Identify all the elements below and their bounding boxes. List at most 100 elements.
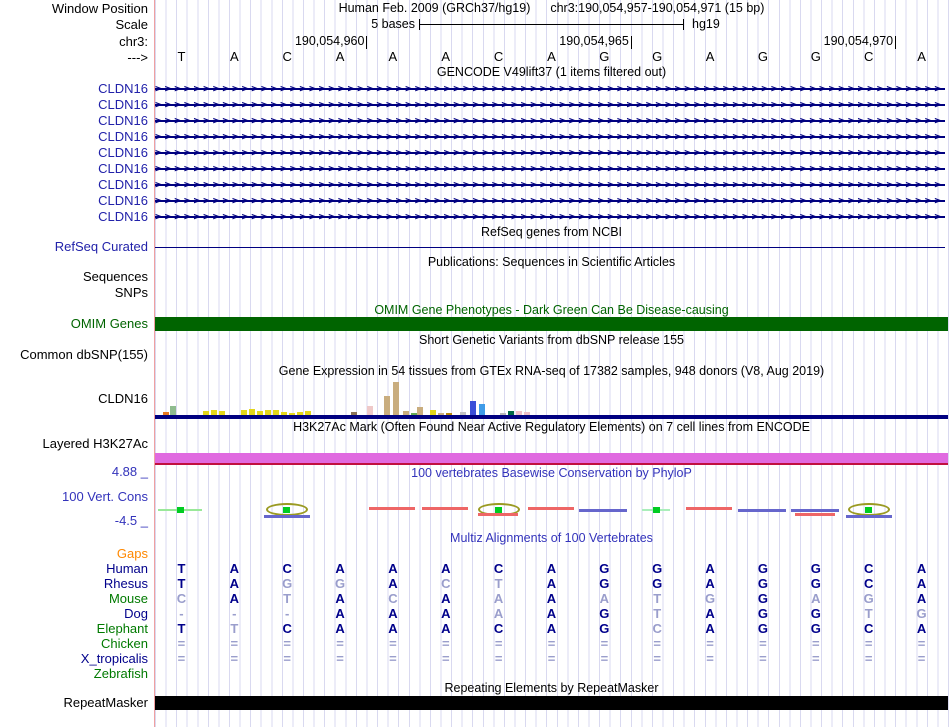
species-label[interactable]: Elephant: [96, 621, 148, 636]
multiz-species-row[interactable]: Gaps: [0, 546, 950, 561]
multiz-species-row[interactable]: Human T A C A A A C A G G A G G C A: [0, 561, 950, 576]
base-letter: G: [652, 49, 663, 64]
multiz-cell: C: [493, 561, 504, 576]
repeatmasker-label[interactable]: RepeatMasker: [63, 695, 148, 710]
phylop-glyph: [684, 502, 736, 519]
gencode-transcript-label[interactable]: CLDN16: [98, 145, 148, 160]
green-square-mark: [864, 507, 872, 513]
multiz-cell: =: [600, 636, 609, 651]
gencode-transcript-label[interactable]: CLDN16: [98, 81, 148, 96]
multiz-cell: C: [863, 561, 874, 576]
gencode-transcript-row[interactable]: >>>>>>>>>>>>>>>>>>>>>>>>>>>>>>>>>>>>>>>>…: [155, 129, 948, 145]
gencode-transcript-label[interactable]: CLDN16: [98, 209, 148, 224]
omim-gene-bar[interactable]: [155, 317, 948, 331]
multiz-cell: T: [283, 591, 292, 606]
blue-line-mark: [737, 509, 786, 512]
conservation-label[interactable]: 100 Vert. Cons: [62, 489, 148, 504]
multiz-cell: =: [283, 651, 291, 666]
species-label[interactable]: Gaps: [116, 546, 148, 561]
snps-label[interactable]: SNPs: [114, 285, 148, 300]
h3k27ac-signal-line: [155, 463, 948, 465]
red-line-mark: [421, 507, 468, 510]
gencode-transcript-row[interactable]: >>>>>>>>>>>>>>>>>>>>>>>>>>>>>>>>>>>>>>>>…: [155, 81, 948, 97]
gencode-transcript-row[interactable]: >>>>>>>>>>>>>>>>>>>>>>>>>>>>>>>>>>>>>>>>…: [155, 177, 948, 193]
blue-line-mark: [790, 509, 839, 512]
multiz-cell: =: [864, 636, 873, 651]
strand-direction-label: --->: [127, 50, 148, 65]
scale-bracket-line: [420, 24, 683, 25]
gtex-baseline: [155, 415, 948, 419]
multiz-species-row[interactable]: Elephant T T C A A A C A G C A G G C A: [0, 621, 950, 636]
gencode-transcript-row[interactable]: >>>>>>>>>>>>>>>>>>>>>>>>>>>>>>>>>>>>>>>>…: [155, 209, 948, 225]
gencode-transcript-label[interactable]: CLDN16: [98, 97, 148, 112]
multiz-cell: A: [916, 576, 927, 591]
h3k27ac-signal-bar[interactable]: [155, 453, 948, 463]
sequences-label[interactable]: Sequences: [82, 269, 148, 284]
common-dbsnp-label[interactable]: Common dbSNP(155): [20, 347, 148, 362]
multiz-species-row[interactable]: Mouse C A T A C A A A A T G G A G A: [0, 591, 950, 606]
gencode-transcript-label[interactable]: CLDN16: [98, 129, 148, 144]
multiz-cell: G: [652, 576, 663, 591]
species-label[interactable]: Zebrafish: [93, 666, 148, 681]
gencode-transcript-row[interactable]: >>>>>>>>>>>>>>>>>>>>>>>>>>>>>>>>>>>>>>>>…: [155, 193, 948, 209]
chrom-label: chr3:: [119, 34, 148, 49]
multiz-cell: =: [812, 651, 820, 666]
multiz-species-row[interactable]: Chicken = = = = = = = = = = = = = = =: [0, 636, 950, 651]
repeatmasker-bar[interactable]: [155, 696, 948, 710]
strand-arrowheads: >>>>>>>>>>>>>>>>>>>>>>>>>>>>>>>>>>>>>>>>…: [155, 82, 945, 95]
layered-h3k27ac-label[interactable]: Layered H3K27Ac: [42, 436, 148, 451]
transcript-line: [155, 216, 945, 218]
assembly-text: Human Feb. 2009 (GRCh37/hg19): [338, 1, 531, 15]
multiz-cell: A: [229, 561, 239, 576]
gtex-tissue-bar: [516, 411, 522, 415]
transcript-line: [155, 200, 945, 202]
species-label[interactable]: Chicken: [101, 636, 148, 651]
multiz-cell: A: [335, 561, 345, 576]
multiz-species-row[interactable]: Rhesus T A G G A C T A G G A G G C A: [0, 576, 950, 591]
gencode-transcript-label[interactable]: CLDN16: [98, 161, 148, 176]
base-letter: A: [229, 49, 239, 64]
blue-line-low-mark: [264, 515, 311, 518]
gencode-transcript-label[interactable]: CLDN16: [98, 193, 148, 208]
multiz-species-row[interactable]: X_tropicalis = = = = = = = = = = = = = = =: [0, 651, 950, 666]
multiz-cell: G: [757, 576, 769, 591]
multiz-cell: =: [283, 636, 291, 651]
species-label[interactable]: Dog: [124, 606, 148, 621]
multiz-species-row[interactable]: Zebrafish: [0, 666, 950, 681]
gtex-tissue-bar: [249, 409, 255, 415]
multiz-cell: =: [389, 636, 397, 651]
multiz-cell: =: [653, 651, 662, 666]
multiz-cell: =: [336, 636, 344, 651]
multiz-cell: A: [493, 606, 504, 621]
refseq-gene-line[interactable]: [155, 247, 945, 248]
base-letter: G: [599, 49, 610, 64]
gencode-transcript-row[interactable]: >>>>>>>>>>>>>>>>>>>>>>>>>>>>>>>>>>>>>>>>…: [155, 97, 948, 113]
gencode-transcript-row[interactable]: >>>>>>>>>>>>>>>>>>>>>>>>>>>>>>>>>>>>>>>>…: [155, 113, 948, 129]
blue-line-low-mark: [845, 515, 892, 518]
multiz-cell: A: [441, 621, 451, 636]
h3k27ac-track-title: H3K27Ac Mark (Often Found Near Active Re…: [293, 420, 810, 434]
refseq-curated-label[interactable]: RefSeq Curated: [54, 239, 148, 254]
multiz-cell: =: [177, 651, 186, 666]
gencode-transcript-label[interactable]: CLDN16: [98, 113, 148, 128]
multiz-cell: =: [441, 651, 450, 666]
gencode-transcript-row[interactable]: >>>>>>>>>>>>>>>>>>>>>>>>>>>>>>>>>>>>>>>>…: [155, 161, 948, 177]
base-letter: C: [282, 49, 292, 64]
species-label[interactable]: Human: [106, 561, 148, 576]
species-label[interactable]: Rhesus: [103, 576, 148, 591]
species-label[interactable]: X_tropicalis: [80, 651, 148, 666]
transcript-line: [155, 104, 945, 106]
multiz-cell: G: [916, 606, 927, 621]
conservation-min-label: -4.5 _: [114, 513, 148, 528]
gencode-transcript-row[interactable]: >>>>>>>>>>>>>>>>>>>>>>>>>>>>>>>>>>>>>>>>…: [155, 145, 948, 161]
gencode-transcript-label[interactable]: CLDN16: [98, 177, 148, 192]
species-label[interactable]: Mouse: [108, 591, 148, 606]
gtex-gene-label[interactable]: CLDN16: [98, 391, 148, 406]
assembly-short-label: hg19: [692, 17, 720, 31]
base-letter: A: [335, 49, 345, 64]
gtex-tissue-bar: [211, 410, 217, 415]
gtex-tissue-bar: [367, 406, 373, 415]
multiz-cell: T: [653, 606, 662, 621]
multiz-species-row[interactable]: Dog - - - A A A A A G T A G G T G: [0, 606, 950, 621]
omim-genes-label[interactable]: OMIM Genes: [70, 316, 148, 331]
